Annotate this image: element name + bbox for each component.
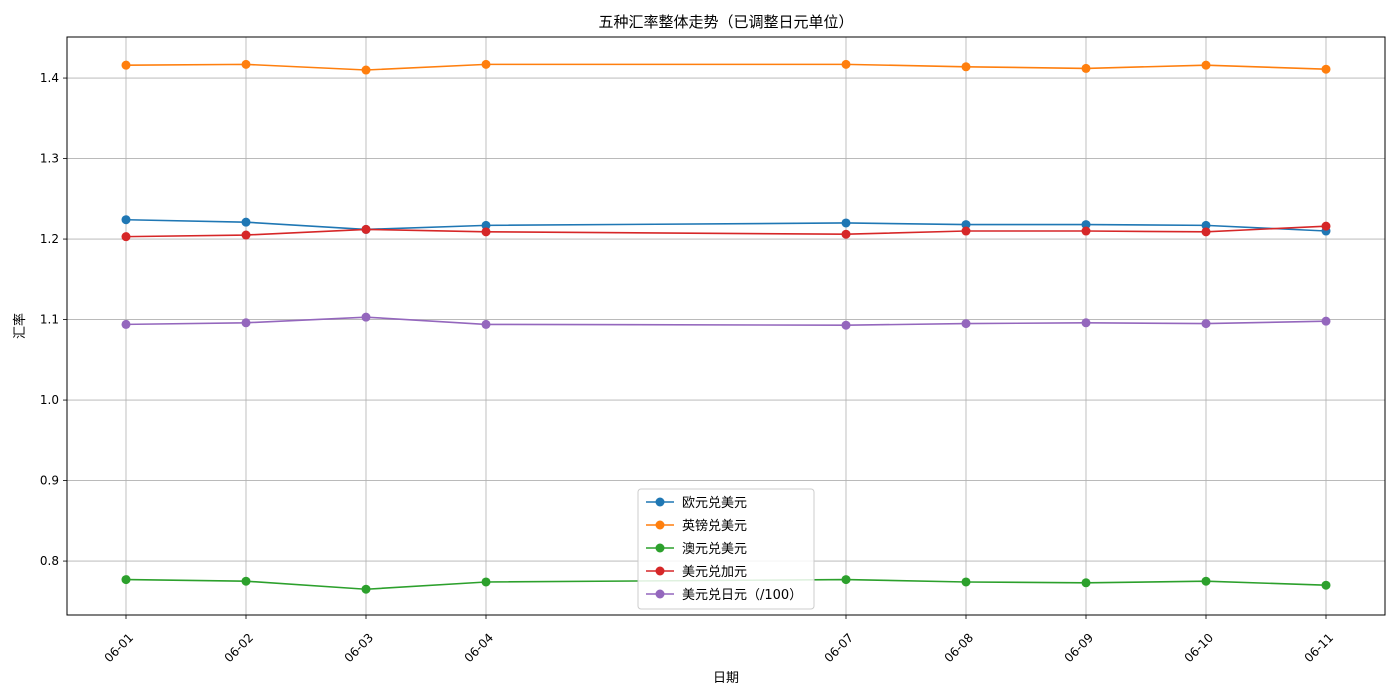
data-point [1081,318,1091,328]
legend-item: 美元兑加元 [646,565,747,580]
legend-marker [655,543,665,553]
data-point [241,217,251,227]
legend-box [637,488,815,610]
plot-frame [66,36,1386,616]
legend-label: 欧元兑美元 [682,496,747,511]
y-tick-label: 1.2 [40,232,59,246]
x-tick-label: 06-01 [102,631,137,666]
data-point [1201,576,1211,586]
y-tick-label: 0.9 [40,474,59,488]
x-tick-label: 06-07 [822,631,857,666]
data-point [121,575,131,585]
data-point [121,232,131,242]
data-point [961,62,971,72]
grid [67,37,1385,615]
legend-marker [655,566,665,576]
series-group [121,59,1331,594]
data-point [1201,60,1211,70]
data-point [241,59,251,69]
data-point [121,319,131,329]
data-point [1321,316,1331,326]
y-tick-label: 1.0 [40,393,59,407]
series-line [125,225,1327,238]
series-line [125,63,1327,71]
legend-item: 澳元兑美元 [646,541,747,557]
legend-label: 美元兑加元 [682,565,747,580]
x-tick-label: 06-04 [462,631,497,666]
x-axis-label: 日期 [713,671,739,686]
data-point [241,576,251,586]
data-point [481,220,491,230]
y-axis-label: 汇率 [12,313,28,339]
data-point [1201,319,1211,329]
data-point [481,227,491,237]
legend-item: 美元兑日元（/100） [646,588,802,603]
x-tick-label: 06-03 [342,631,377,666]
data-point [1201,220,1211,230]
series-2 [121,59,1331,75]
data-point [1081,578,1091,588]
data-point [361,65,371,75]
y-tick-label: 0.8 [40,554,59,568]
data-point [1081,226,1091,236]
x-tick-label: 06-02 [222,631,257,666]
data-point [481,577,491,587]
data-point [1321,64,1331,74]
legend-label: 英镑兑美元 [682,518,747,534]
data-point [841,320,851,330]
data-point [361,312,371,322]
series-4 [121,221,1331,242]
legend-item: 英镑兑美元 [646,518,747,534]
y-tick-label: 1.3 [40,152,59,166]
data-point [481,319,491,329]
series-3 [121,575,1331,594]
legend-item: 欧元兑美元 [646,496,747,511]
legend-marker [655,520,665,530]
x-tick-label: 06-11 [1302,631,1337,666]
legend-label: 美元兑日元（/100） [682,588,802,603]
y-tick-label: 1.4 [40,71,59,85]
x-tick-label: 06-08 [942,631,977,666]
chart-title: 五种汇率整体走势（已调整日元单位） [598,13,853,31]
data-point [1081,220,1091,230]
data-point [841,59,851,69]
data-point [241,230,251,240]
data-point [1321,221,1331,231]
legend-marker [655,589,665,599]
data-point [841,575,851,585]
data-point [841,229,851,239]
data-point [361,584,371,594]
data-point [481,59,491,69]
data-point [961,319,971,329]
data-point [361,224,371,234]
legend-label: 澳元兑美元 [682,541,747,557]
series-line [125,218,1327,232]
series-line [125,316,1327,326]
data-point [1321,580,1331,590]
data-point [961,226,971,236]
data-point [121,215,131,225]
data-point [121,60,131,70]
data-point [1201,227,1211,237]
data-point [841,218,851,228]
data-point [241,318,251,328]
legend-marker [655,497,665,507]
x-tick-label: 06-10 [1182,631,1217,666]
y-tick-label: 1.1 [40,313,59,327]
data-point [961,220,971,230]
series-5 [121,312,1331,330]
x-tick-label: 06-09 [1062,631,1097,666]
data-point [961,577,971,587]
data-point [1081,63,1091,73]
